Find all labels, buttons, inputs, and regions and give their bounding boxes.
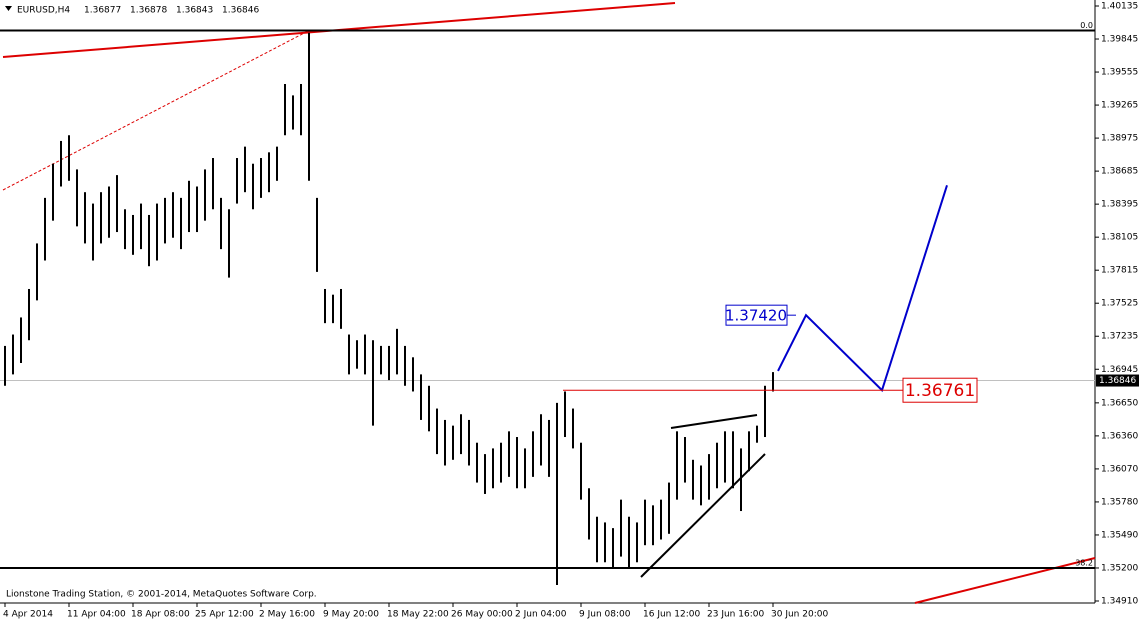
x-tick-label: 26 May 00:00	[451, 610, 513, 620]
x-tick-label: 18 May 22:00	[387, 610, 449, 620]
copyright: Lionstone Trading Station, © 2001-2014, …	[6, 590, 317, 600]
x-tick-label: 2 Jun 04:00	[515, 610, 567, 620]
y-tick-label: 1.35200	[1101, 563, 1138, 573]
x-tick-label: 18 Apr 08:00	[131, 610, 190, 620]
current-price-box	[1096, 374, 1139, 387]
trend-line-dashed	[2, 29, 311, 191]
x-tick-label: 2 May 16:00	[259, 610, 315, 620]
y-tick-label: 1.35780	[1101, 497, 1138, 507]
y-tick-label: 1.40135	[1101, 2, 1138, 12]
x-tick-label: 23 Jun 16:00	[707, 610, 764, 620]
current-price-label: 1.36846	[1099, 376, 1136, 386]
y-tick-label: 1.37235	[1101, 332, 1138, 342]
triangle-line	[670, 414, 758, 429]
y-tick-label: 1.38395	[1101, 200, 1138, 210]
y-tick-label: 1.36945	[1101, 365, 1138, 375]
x-tick-label: 16 Jun 12:00	[643, 610, 700, 620]
trend-line	[914, 557, 1096, 604]
fib-label: 38.2	[1075, 558, 1093, 567]
target-label: 1.36761	[905, 381, 975, 401]
target-label: 1.37420	[725, 307, 787, 325]
target-box	[902, 377, 978, 403]
fib-label: 0.0	[1080, 21, 1093, 30]
x-tick-label: 25 Apr 12:00	[195, 610, 254, 620]
y-tick-label: 1.39845	[1101, 35, 1138, 45]
symbol: EURUSD,H4	[17, 6, 70, 16]
ohlc-value: 1.36846	[222, 6, 259, 16]
y-tick-label: 1.35490	[1101, 530, 1138, 540]
y-tick-label: 1.38105	[1101, 233, 1138, 243]
target-box	[725, 304, 788, 326]
y-tick-label: 1.36070	[1101, 464, 1138, 474]
x-tick-label: 9 May 20:00	[323, 610, 379, 620]
y-tick-label: 1.39265	[1101, 101, 1138, 111]
projection-path	[777, 185, 948, 393]
y-tick-label: 1.38685	[1101, 167, 1138, 177]
ohlc-value: 1.36877	[84, 6, 121, 16]
y-tick-label: 1.37525	[1101, 299, 1138, 309]
x-tick-label: 30 Jun 20:00	[771, 610, 828, 620]
y-tick-label: 1.38975	[1101, 134, 1138, 144]
y-tick-label: 1.36650	[1101, 398, 1138, 408]
x-tick-label: 4 Apr 2014	[3, 610, 53, 620]
menu-arrow[interactable]	[5, 6, 12, 11]
y-tick-label: 1.34910	[1101, 597, 1138, 607]
x-tick-label: 9 Jun 08:00	[579, 610, 631, 620]
triangle-line	[640, 453, 766, 578]
y-tick-label: 1.36360	[1101, 431, 1138, 441]
x-tick-label: 11 Apr 04:00	[67, 610, 126, 620]
ohlc-value: 1.36878	[130, 6, 167, 16]
y-tick-label: 1.39555	[1101, 68, 1138, 78]
ohlc-value: 1.36843	[176, 6, 213, 16]
y-tick-label: 1.37815	[1101, 266, 1138, 276]
